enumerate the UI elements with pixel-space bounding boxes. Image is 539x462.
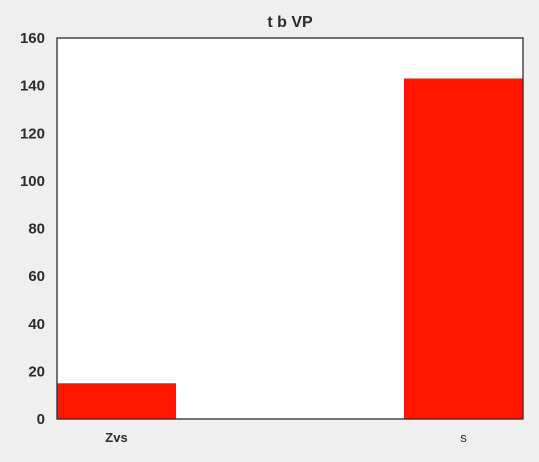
y-tick-label: 0 xyxy=(37,411,45,428)
plot-frame xyxy=(56,37,524,420)
bar-Zvs xyxy=(57,383,176,419)
y-axis: 0 20 40 60 80 100 120 140 160 xyxy=(20,30,45,428)
bar-s xyxy=(404,78,523,419)
x-axis: Zvs s xyxy=(105,430,467,445)
bars-group xyxy=(57,78,523,419)
chart-title: t b VP xyxy=(267,14,313,31)
y-tick-label: 160 xyxy=(20,30,45,47)
y-tick-label: 120 xyxy=(20,125,45,142)
y-tick-label: 140 xyxy=(20,78,45,95)
y-tick-label: 40 xyxy=(28,316,45,333)
y-tick-label: 60 xyxy=(28,268,45,285)
y-tick-label: 20 xyxy=(28,363,45,380)
y-tick-label: 100 xyxy=(20,173,45,190)
y-tick-label: 80 xyxy=(28,221,45,238)
x-tick-label: s xyxy=(460,430,467,445)
x-tick-label: Zvs xyxy=(105,430,127,445)
